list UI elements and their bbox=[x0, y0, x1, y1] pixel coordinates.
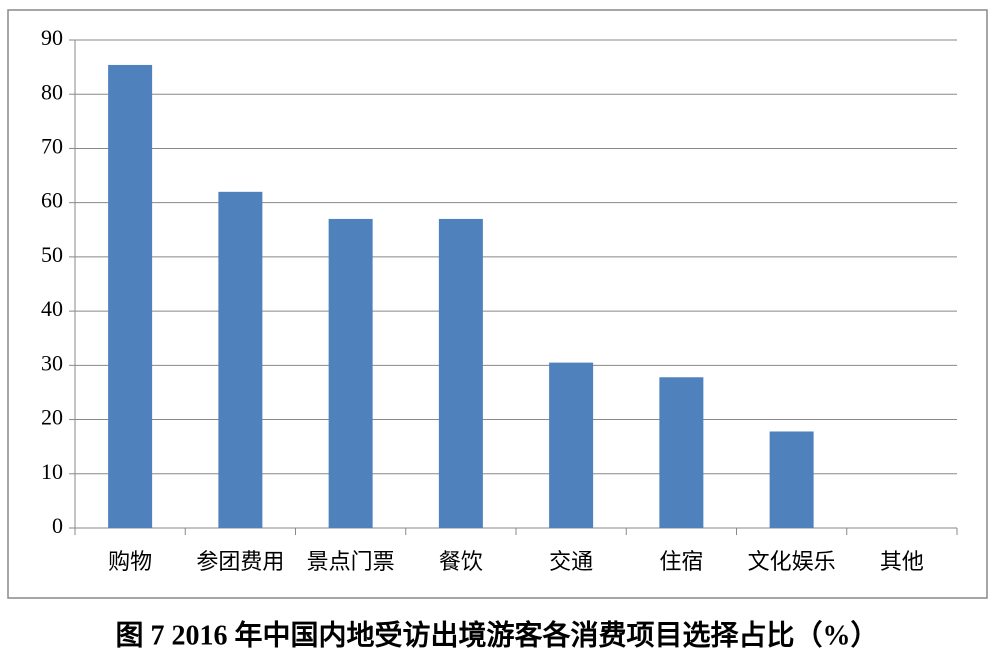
x-tick-label: 文化娱乐 bbox=[748, 549, 836, 574]
y-tick-label: 60 bbox=[41, 188, 63, 213]
y-tick-label: 50 bbox=[41, 242, 63, 267]
y-tick-label: 90 bbox=[41, 25, 63, 50]
x-tick-label: 餐饮 bbox=[439, 549, 483, 574]
x-tick-label: 景点门票 bbox=[307, 549, 395, 574]
y-tick-label: 70 bbox=[41, 133, 63, 158]
y-tick-label: 80 bbox=[41, 79, 63, 104]
bar bbox=[218, 191, 263, 529]
x-tick-label: 住宿 bbox=[659, 549, 703, 574]
y-tick-label: 0 bbox=[52, 513, 63, 538]
x-tick-label: 参团费用 bbox=[196, 549, 284, 574]
bar bbox=[549, 362, 594, 528]
y-tick-label: 10 bbox=[41, 459, 63, 484]
bar bbox=[769, 431, 814, 528]
bar bbox=[659, 377, 704, 528]
bar bbox=[108, 64, 153, 528]
y-tick-label: 40 bbox=[41, 296, 63, 321]
x-tick-label: 其他 bbox=[880, 549, 924, 574]
bar bbox=[438, 218, 483, 528]
y-tick-label: 20 bbox=[41, 405, 63, 430]
chart-frame bbox=[7, 9, 988, 599]
x-tick-label: 购物 bbox=[108, 549, 152, 574]
chart-title: 图 7 2016 年中国内地受访出境游客各消费项目选择占比（%） bbox=[115, 618, 878, 651]
x-tick-label: 交通 bbox=[549, 549, 593, 574]
bar bbox=[328, 218, 373, 528]
y-tick-label: 30 bbox=[41, 350, 63, 375]
